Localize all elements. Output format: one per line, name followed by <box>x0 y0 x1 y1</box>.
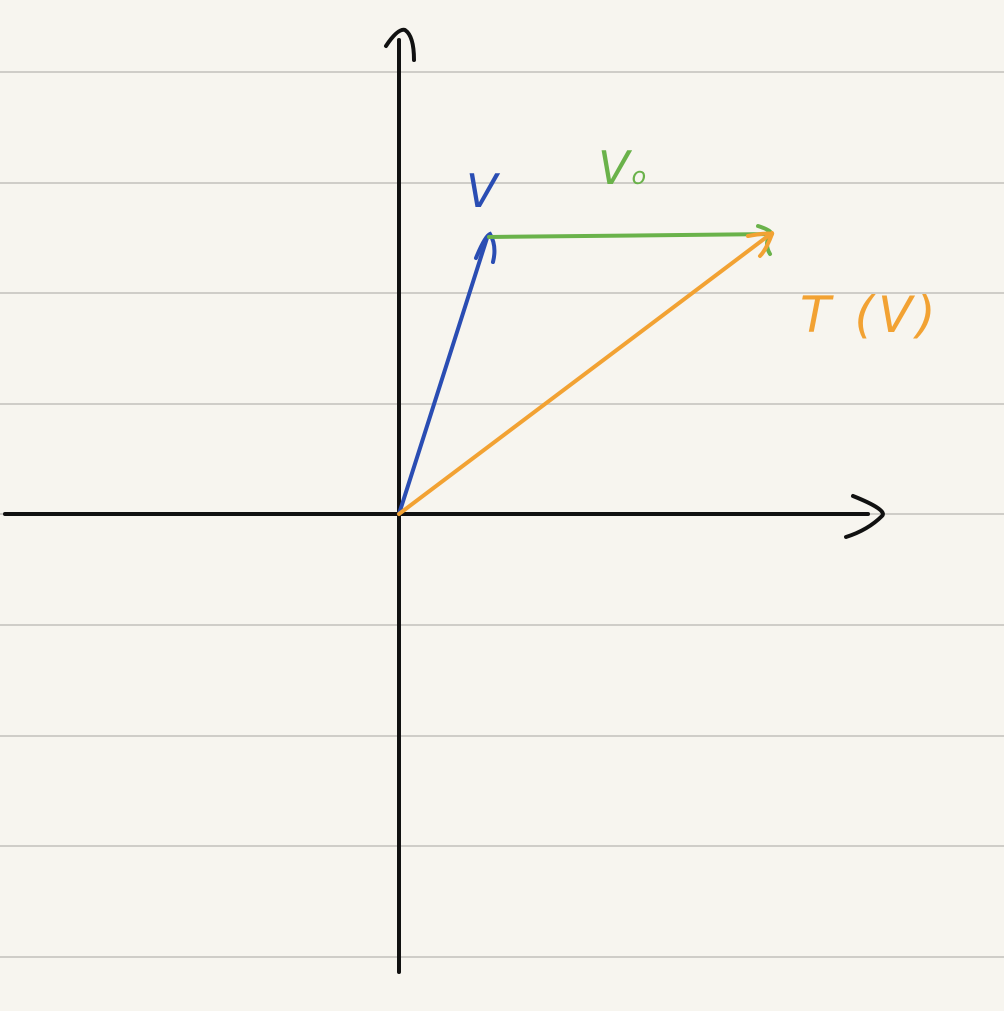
vector-v0: Vo <box>487 141 774 256</box>
vector-tv-arrowhead <box>746 231 775 258</box>
x-axis-arrowhead <box>844 494 885 539</box>
axes <box>3 27 885 974</box>
y-axis-arrowhead <box>384 27 416 62</box>
vector-tv-label: T (V) <box>800 286 940 344</box>
vector-tv-shaft <box>397 231 774 516</box>
vector-tv: T (V) <box>397 231 940 516</box>
vector-v0-shaft <box>487 232 774 239</box>
vector-v: V <box>397 164 501 516</box>
vector-v-shaft <box>397 236 489 516</box>
vector-v-arrowhead <box>474 231 497 264</box>
vector-v0-label: Vo <box>598 141 646 195</box>
vector-v-label: V <box>466 164 501 218</box>
